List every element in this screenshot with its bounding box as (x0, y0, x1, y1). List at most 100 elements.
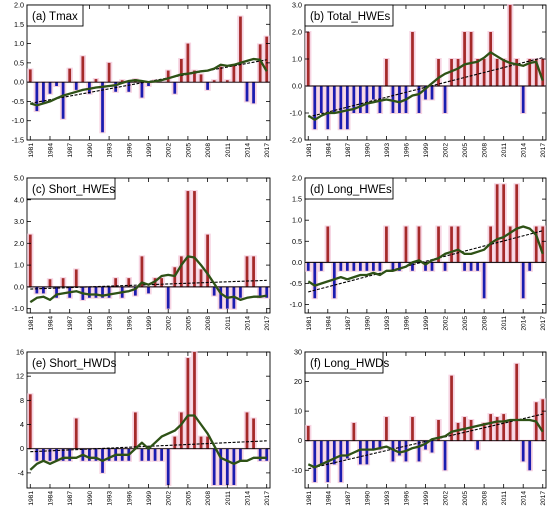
bar (35, 286, 39, 294)
x-tick-label: 2002 (166, 143, 173, 158)
panel-title-box (304, 177, 394, 200)
x-tick-label: 2008 (205, 143, 212, 158)
bar (411, 417, 414, 441)
x-tick-label: 1993 (384, 316, 391, 331)
bar (199, 436, 203, 449)
bar (28, 234, 32, 287)
x-tick-label: 2011 (501, 316, 508, 331)
bar (212, 80, 216, 83)
y-tick-label: -1.0 (290, 109, 302, 118)
bar (61, 278, 65, 287)
bar (166, 70, 170, 83)
bar (450, 226, 453, 263)
y-tick-label: 0.0 (14, 78, 24, 87)
x-tick-label: 2011 (225, 316, 232, 331)
bar (133, 286, 137, 296)
x-tick-label: 1990 (87, 316, 94, 331)
x-tick-label: 1990 (364, 143, 371, 158)
x-tick-label: 1987 (67, 316, 74, 331)
x-tick-label: 1993 (384, 491, 391, 506)
bar (42, 448, 45, 461)
bar (358, 262, 362, 271)
x-tick-label: 1981 (28, 143, 35, 158)
bar (252, 256, 255, 287)
bar (225, 80, 229, 83)
x-tick-label: 1981 (306, 316, 313, 331)
bar (378, 440, 382, 450)
bar (186, 43, 190, 83)
bar (456, 422, 460, 441)
smooth-line (307, 225, 544, 287)
bar (378, 262, 382, 271)
bar (430, 262, 434, 271)
x-tick-label: 1984 (47, 143, 54, 158)
bar (469, 262, 473, 271)
bar (450, 375, 453, 441)
bar (265, 36, 269, 83)
y-tick-label: 1.5 (14, 20, 24, 29)
bar (186, 358, 190, 449)
bar (430, 440, 434, 453)
panel-title: (d) Long_HWEs (310, 184, 392, 196)
panel-2: -2.0 -1.0 0.0 1.0 2.0 3.0 1981 1984 1987 1990 1993… (290, 1, 548, 158)
bar (508, 420, 512, 441)
bar (74, 418, 78, 449)
panel-title-box (26, 351, 116, 374)
x-tick-label: 1996 (403, 143, 410, 158)
x-tick-label: 1996 (126, 316, 133, 331)
bar (206, 436, 209, 449)
bar (239, 286, 242, 298)
bar (101, 286, 104, 298)
bar (258, 448, 262, 461)
y-tick-label: 1.0 (292, 216, 302, 225)
bar (365, 262, 369, 271)
x-tick-label: 1987 (345, 316, 352, 331)
y-tick-label: 8 (20, 396, 24, 405)
bar (127, 82, 131, 92)
bar (319, 86, 323, 113)
bar (541, 399, 545, 441)
bar (398, 262, 401, 271)
bar (489, 414, 493, 441)
y-tick-label: -0.5 (12, 97, 24, 106)
x-tick-label: 2011 (225, 491, 232, 506)
bar (219, 448, 223, 485)
y-tick-label: -2.0 (290, 136, 302, 145)
x-tick-label: 1984 (47, 491, 54, 506)
bar (94, 79, 98, 83)
bar (430, 86, 434, 100)
bar (147, 82, 150, 86)
bar (160, 278, 164, 287)
panel-title: (a) Tmax (32, 11, 78, 23)
x-tick-label: 2005 (185, 491, 192, 506)
x-tick-label: 1999 (423, 491, 430, 506)
x-tick-label: 1999 (423, 143, 430, 158)
bar (417, 226, 421, 263)
y-tick-label: -1.0 (12, 116, 24, 125)
bar (508, 226, 512, 263)
bar (528, 59, 532, 86)
smooth-line (307, 51, 544, 121)
bar (166, 286, 170, 309)
bar (225, 448, 229, 485)
x-tick-label: 1999 (146, 491, 153, 506)
y-tick-label: 0 (298, 436, 302, 445)
y-tick-label: 3.0 (14, 217, 24, 226)
bar (391, 86, 395, 113)
bar (147, 286, 150, 294)
bar (306, 262, 310, 271)
x-tick-label: 1984 (325, 143, 332, 158)
bar (398, 86, 401, 113)
x-tick-label: 1984 (47, 316, 54, 331)
bar (495, 184, 499, 263)
bar (456, 226, 460, 263)
panel-3: -1.0 0.0 1.0 2.0 3.0 4.0 5.0 1981 1984 1987 1990 19… (12, 174, 272, 331)
y-tick-label: 12 (16, 372, 24, 381)
bar (140, 256, 144, 287)
bar (385, 417, 388, 441)
bar (219, 66, 223, 83)
x-tick-label: 1996 (403, 316, 410, 331)
y-tick-label: 0.0 (292, 82, 302, 91)
y-tick-label: -4 (18, 468, 24, 477)
